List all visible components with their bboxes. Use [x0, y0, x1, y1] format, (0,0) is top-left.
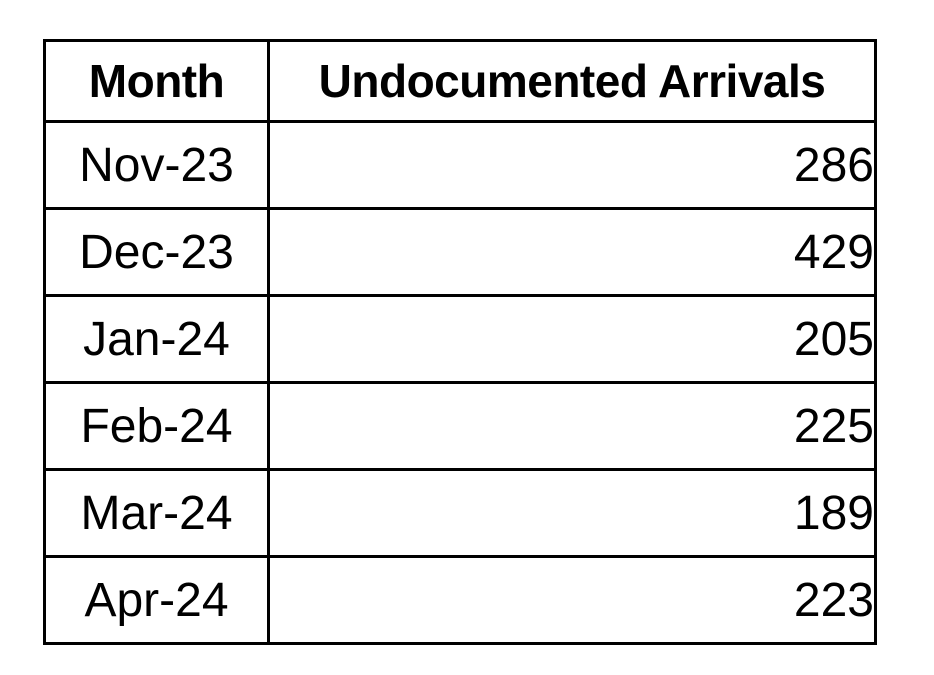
month-cell: Feb-24 [43, 381, 270, 471]
arrivals-cell: 189 [267, 468, 877, 558]
table-header: Month Undocumented Arrivals [43, 39, 877, 123]
month-cell: Dec-23 [43, 207, 270, 297]
table-row: Jan-24 205 [43, 294, 877, 384]
arrivals-cell: 286 [267, 120, 877, 210]
header-cell-arrivals: Undocumented Arrivals [267, 39, 877, 123]
month-cell: Apr-24 [43, 555, 270, 645]
table-row: Mar-24 189 [43, 468, 877, 558]
header-row: Month Undocumented Arrivals [43, 39, 877, 123]
header-cell-month: Month [43, 39, 270, 123]
month-cell: Jan-24 [43, 294, 270, 384]
month-cell: Nov-23 [43, 120, 270, 210]
table-row: Feb-24 225 [43, 381, 877, 471]
table-row: Apr-24 223 [43, 555, 877, 645]
table-row: Nov-23 286 [43, 120, 877, 210]
arrivals-table-container: Month Undocumented Arrivals Nov-23 286 D… [43, 39, 877, 645]
table-body: Nov-23 286 Dec-23 429 Jan-24 205 Feb-24 … [43, 120, 877, 645]
arrivals-cell: 205 [267, 294, 877, 384]
arrivals-cell: 223 [267, 555, 877, 645]
undocumented-arrivals-table: Month Undocumented Arrivals Nov-23 286 D… [43, 39, 877, 645]
arrivals-cell: 225 [267, 381, 877, 471]
arrivals-cell: 429 [267, 207, 877, 297]
month-cell: Mar-24 [43, 468, 270, 558]
table-row: Dec-23 429 [43, 207, 877, 297]
